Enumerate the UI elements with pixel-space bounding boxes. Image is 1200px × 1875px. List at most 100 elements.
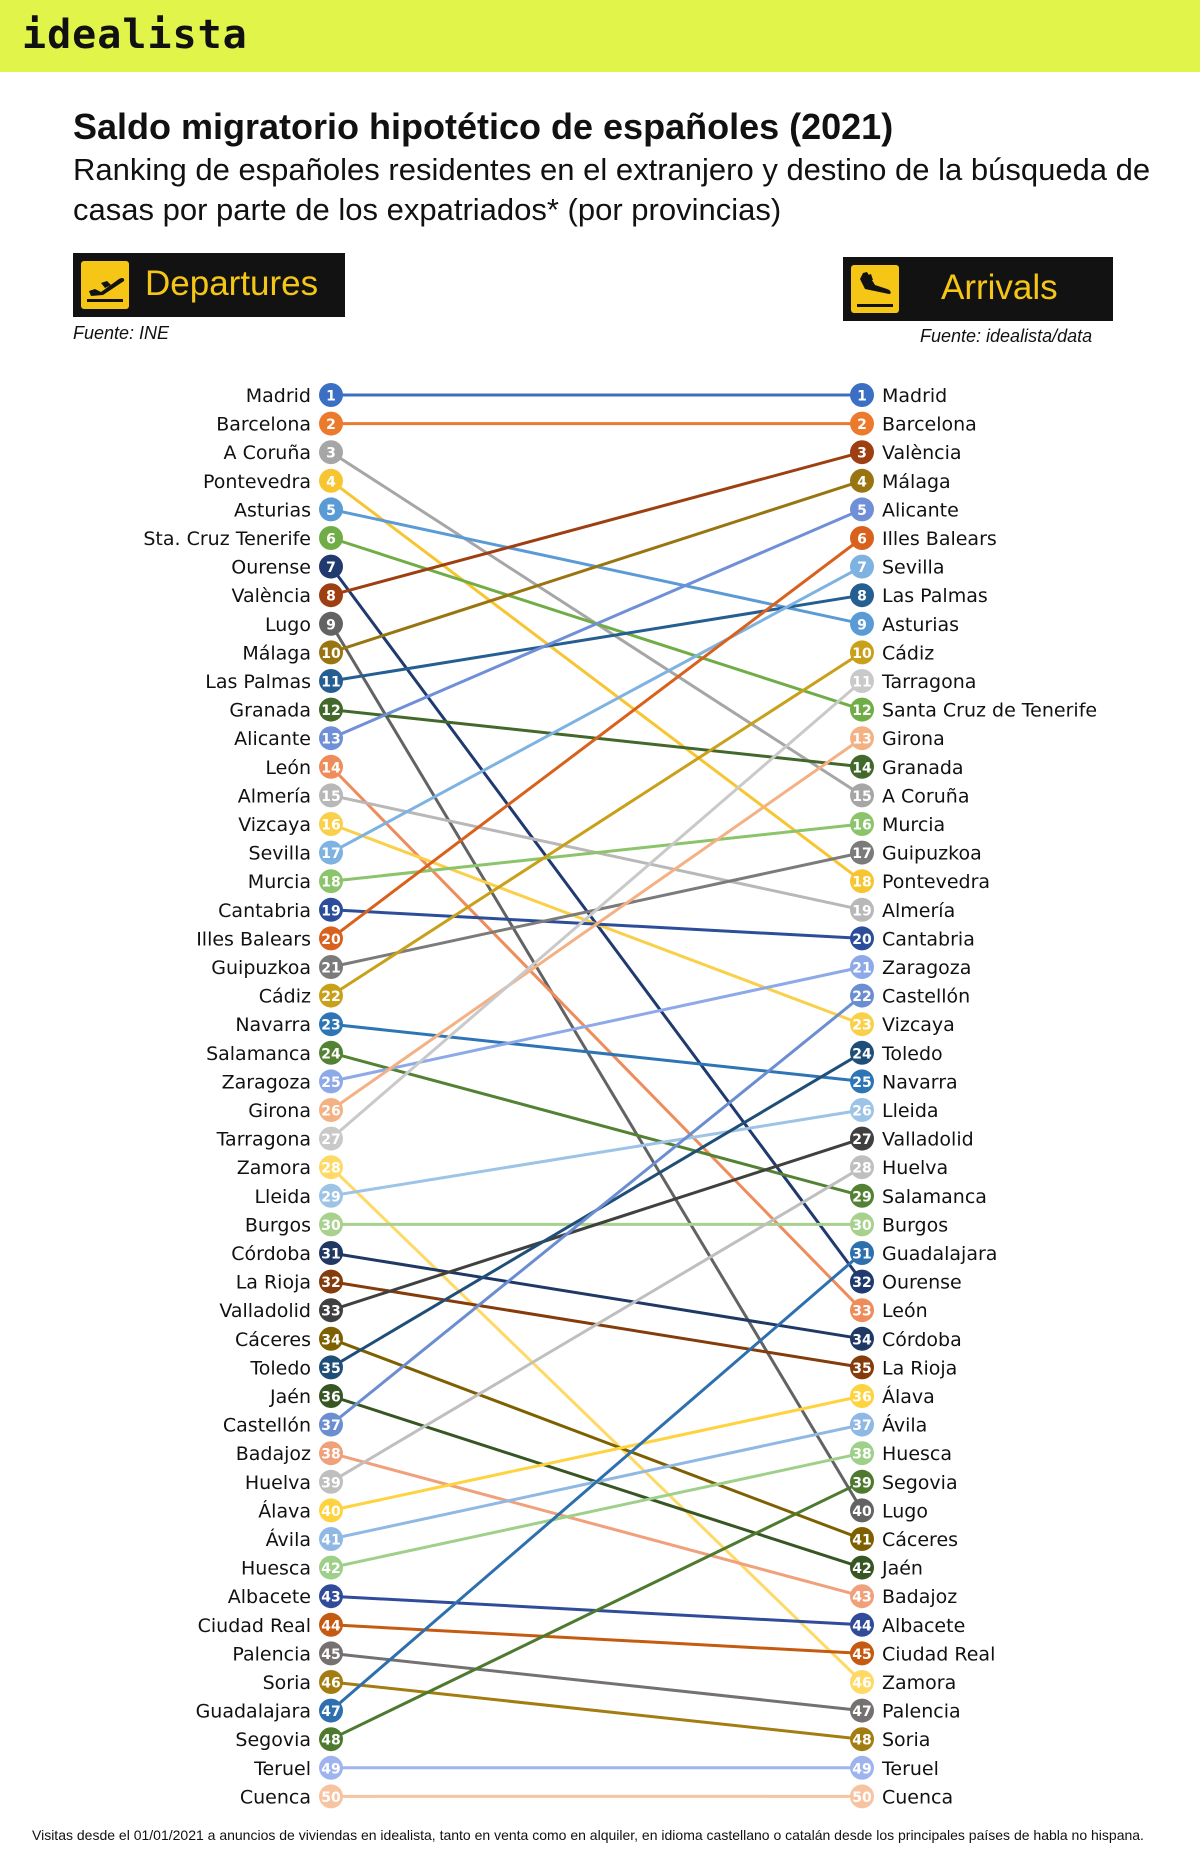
right-rank-badge xyxy=(850,1698,874,1723)
arrival-province-label: Huesca xyxy=(882,1443,952,1465)
left-rank-badge xyxy=(319,1126,343,1151)
connector-line xyxy=(329,736,864,1112)
right-rank-number: 7 xyxy=(857,560,867,576)
departure-province-label: Salamanca xyxy=(206,1043,311,1065)
left-rank-number: 14 xyxy=(321,760,341,776)
left-rank-number: 27 xyxy=(321,1132,340,1148)
connector-line xyxy=(329,1165,864,1484)
right-rank-number: 28 xyxy=(852,1161,871,1177)
arrival-province-label: Murcia xyxy=(882,814,945,836)
left-rank-badge xyxy=(319,1183,343,1208)
left-rank-number: 44 xyxy=(321,1618,341,1634)
right-rank-badge xyxy=(850,1212,874,1237)
right-rank-badge xyxy=(850,1784,874,1809)
connector-line xyxy=(329,1137,864,1312)
right-rank-badge xyxy=(850,1355,874,1380)
arrival-province-label: Albacete xyxy=(882,1615,965,1637)
departures-sign: Departures xyxy=(73,253,345,317)
right-rank-badge xyxy=(850,1069,874,1094)
departure-province-label: Córdoba xyxy=(231,1243,311,1265)
right-rank-number: 26 xyxy=(852,1104,871,1120)
left-rank-badge xyxy=(319,583,343,608)
right-rank-number: 15 xyxy=(852,789,871,805)
arrival-province-label: Asturias xyxy=(882,614,959,636)
left-rank-number: 17 xyxy=(321,846,340,862)
connector-line xyxy=(329,994,864,1427)
arrival-province-label: Pontevedra xyxy=(882,871,990,893)
left-rank-number: 11 xyxy=(321,675,340,691)
departure-province-label: Murcia xyxy=(248,871,311,893)
arrival-province-label: Lugo xyxy=(882,1500,928,1522)
left-rank-badge xyxy=(319,1441,343,1466)
arrival-province-label: Segovia xyxy=(882,1472,958,1494)
left-rank-badge xyxy=(319,1040,343,1065)
left-rank-badge xyxy=(319,726,343,751)
right-rank-number: 34 xyxy=(852,1332,872,1348)
left-rank-number: 16 xyxy=(321,818,340,834)
arrival-province-label: Vizcaya xyxy=(882,1014,955,1036)
arrival-province-label: Granada xyxy=(882,757,964,779)
arrival-province-label: Navarra xyxy=(882,1071,958,1093)
departure-province-label: Toledo xyxy=(249,1357,311,1379)
left-rank-number: 22 xyxy=(321,989,340,1005)
departure-province-label: Sta. Cruz Tenerife xyxy=(143,528,311,550)
right-rank-number: 14 xyxy=(852,760,872,776)
left-rank-badge xyxy=(319,1527,343,1551)
departures-source: Fuente: INE xyxy=(73,323,170,343)
departure-province-label: Las Palmas xyxy=(205,671,311,693)
left-rank-number: 6 xyxy=(326,532,336,548)
right-rank-badge xyxy=(850,726,874,751)
right-rank-number: 39 xyxy=(852,1475,871,1491)
left-rank-badge xyxy=(319,1784,343,1809)
right-rank-badge xyxy=(850,840,874,865)
right-rank-badge xyxy=(850,869,874,894)
arrival-province-label: Huelva xyxy=(882,1157,948,1179)
departure-province-label: Madrid xyxy=(246,385,311,407)
right-rank-badge xyxy=(850,1727,874,1752)
right-rank-badge xyxy=(850,1555,874,1580)
arrival-province-label: Badajoz xyxy=(882,1586,957,1608)
connector-line xyxy=(329,1051,864,1198)
left-rank-number: 9 xyxy=(326,617,336,633)
right-rank-number: 48 xyxy=(852,1733,871,1749)
left-rank-number: 41 xyxy=(321,1533,340,1549)
departure-province-label: León xyxy=(265,757,311,779)
arrival-province-label: León xyxy=(882,1300,928,1322)
departure-province-label: Lleida xyxy=(254,1186,311,1208)
right-rank-number: 22 xyxy=(852,989,871,1005)
left-rank-badge xyxy=(319,1412,343,1437)
right-rank-badge xyxy=(850,1612,874,1637)
departure-province-label: Castellón xyxy=(223,1415,311,1437)
connector-line xyxy=(329,1623,864,1655)
right-rank-number: 1 xyxy=(857,389,867,405)
right-rank-number: 3 xyxy=(857,446,867,462)
left-rank-number: 1 xyxy=(326,389,336,405)
departure-province-label: València xyxy=(231,585,311,607)
right-rank-badge xyxy=(850,497,874,522)
left-rank-number: 23 xyxy=(321,1018,340,1034)
left-rank-number: 31 xyxy=(321,1247,340,1263)
right-rank-number: 43 xyxy=(852,1590,871,1606)
left-rank-number: 33 xyxy=(321,1304,340,1320)
left-rank-number: 50 xyxy=(321,1790,341,1806)
left-rank-badge xyxy=(319,468,343,493)
connector-line xyxy=(329,622,864,1512)
arrival-province-label: Burgos xyxy=(882,1214,948,1236)
left-rank-badge xyxy=(319,1326,343,1351)
left-rank-badge xyxy=(319,1469,343,1494)
left-rank-number: 12 xyxy=(321,703,340,719)
arrival-province-label: Teruel xyxy=(881,1758,939,1780)
connector-line xyxy=(329,536,864,940)
arrival-province-label: Salamanca xyxy=(882,1186,987,1208)
departure-province-label: Valladolid xyxy=(219,1300,311,1322)
connector-line xyxy=(329,1651,864,1713)
departure-province-label: A Coruña xyxy=(224,442,311,464)
right-rank-number: 37 xyxy=(852,1418,871,1434)
left-rank-number: 38 xyxy=(321,1447,340,1463)
right-rank-badge xyxy=(850,1441,874,1466)
departure-province-label: Teruel xyxy=(253,1758,311,1780)
arrival-province-label: Guadalajara xyxy=(882,1243,997,1265)
right-rank-badge xyxy=(850,669,874,693)
connector-line xyxy=(329,1394,864,1512)
departure-province-label: Guadalajara xyxy=(196,1701,311,1723)
